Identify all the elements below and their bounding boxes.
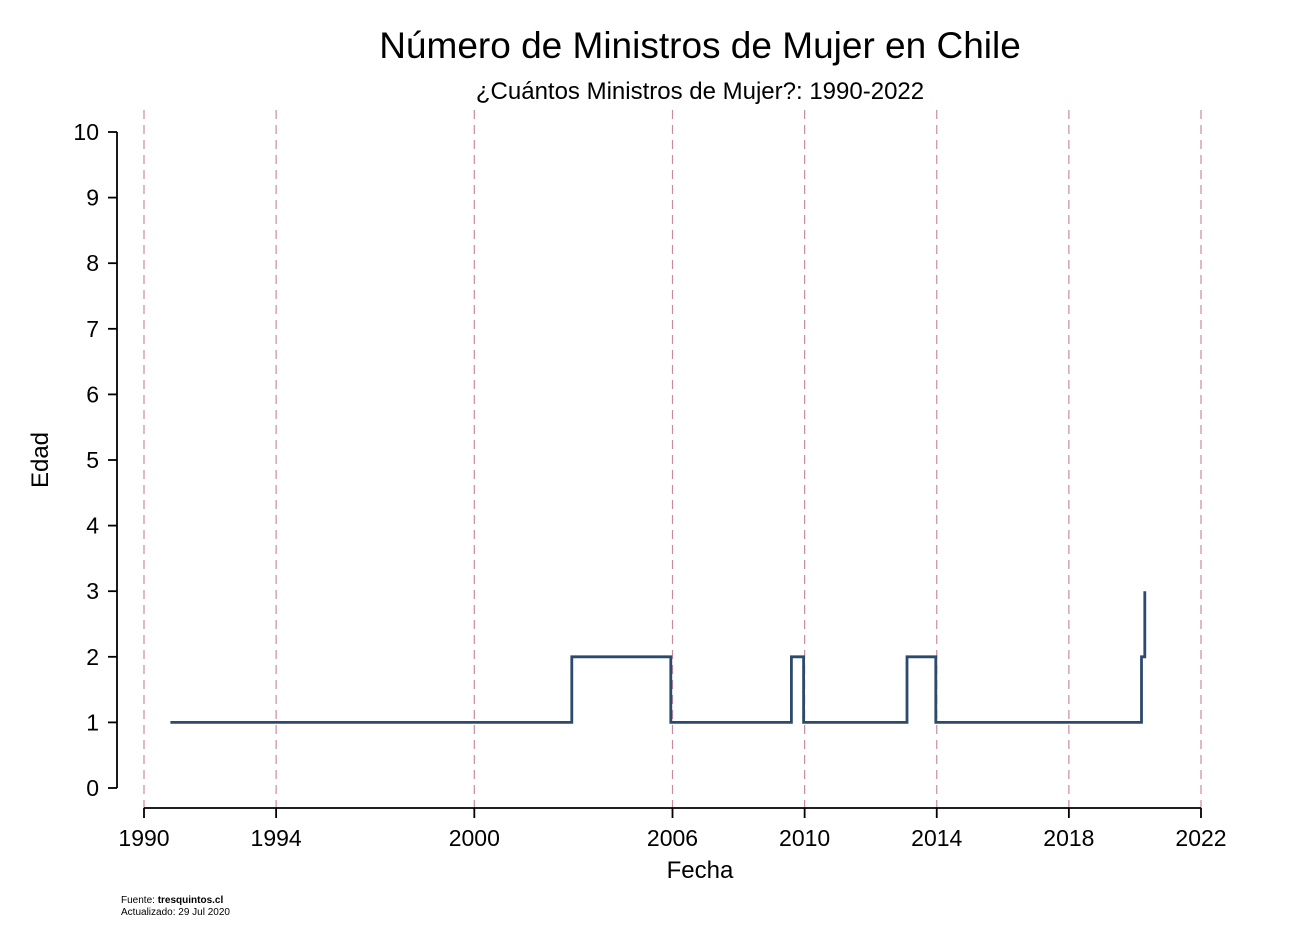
x-tick-label-2006: 2006 <box>647 825 698 851</box>
y-tick-label-0: 0 <box>86 775 99 801</box>
chart-title: Número de Ministros de Mujer en Chile <box>379 25 1021 66</box>
series-layer <box>170 591 1147 724</box>
footer-updated: Actualizado: 29 Jul 2020 <box>121 907 230 918</box>
x-tick-label-2000: 2000 <box>449 825 500 851</box>
x-tick-label-1990: 1990 <box>118 825 169 851</box>
y-tick-label-4: 4 <box>86 513 99 539</box>
footer-source-link[interactable]: tresquintos.cl <box>157 895 224 906</box>
y-tick-label-1: 1 <box>86 709 99 735</box>
footer-source: Fuente: tresquintos.cl <box>121 895 230 907</box>
x-tick-label-2010: 2010 <box>779 825 830 851</box>
reference-lines <box>143 110 1202 808</box>
series-line-0 <box>170 591 1147 724</box>
y-tick-label-6: 6 <box>86 381 99 407</box>
y-tick-label-5: 5 <box>86 447 99 473</box>
y-tick-label-8: 8 <box>86 250 99 276</box>
chart-subtitle: ¿Cuántos Ministros de Mujer?: 1990-2022 <box>476 78 924 105</box>
footer-source-label: Fuente: <box>121 895 158 906</box>
x-axis-label: Fecha <box>667 857 734 884</box>
y-tick-label-2: 2 <box>86 644 99 670</box>
y-tick-label-10: 10 <box>73 119 99 145</box>
y-tick-label-7: 7 <box>86 316 99 342</box>
axes: 0 1 2 3 4 5 6 7 8 9 10 1990 1994 2000 2006 2010 2014 2018… <box>73 119 1226 851</box>
x-tick-label-2022: 2022 <box>1175 825 1226 851</box>
x-tick-label-2014: 2014 <box>911 825 962 851</box>
x-tick-label-2018: 2018 <box>1043 825 1094 851</box>
y-tick-label-9: 9 <box>86 185 99 211</box>
y-axis-label: Edad <box>27 432 54 488</box>
footer: Fuente: tresquintos.cl Actualizado: 29 J… <box>121 895 230 919</box>
x-tick-label-1994: 1994 <box>251 825 302 851</box>
y-tick-label-3: 3 <box>86 578 99 604</box>
